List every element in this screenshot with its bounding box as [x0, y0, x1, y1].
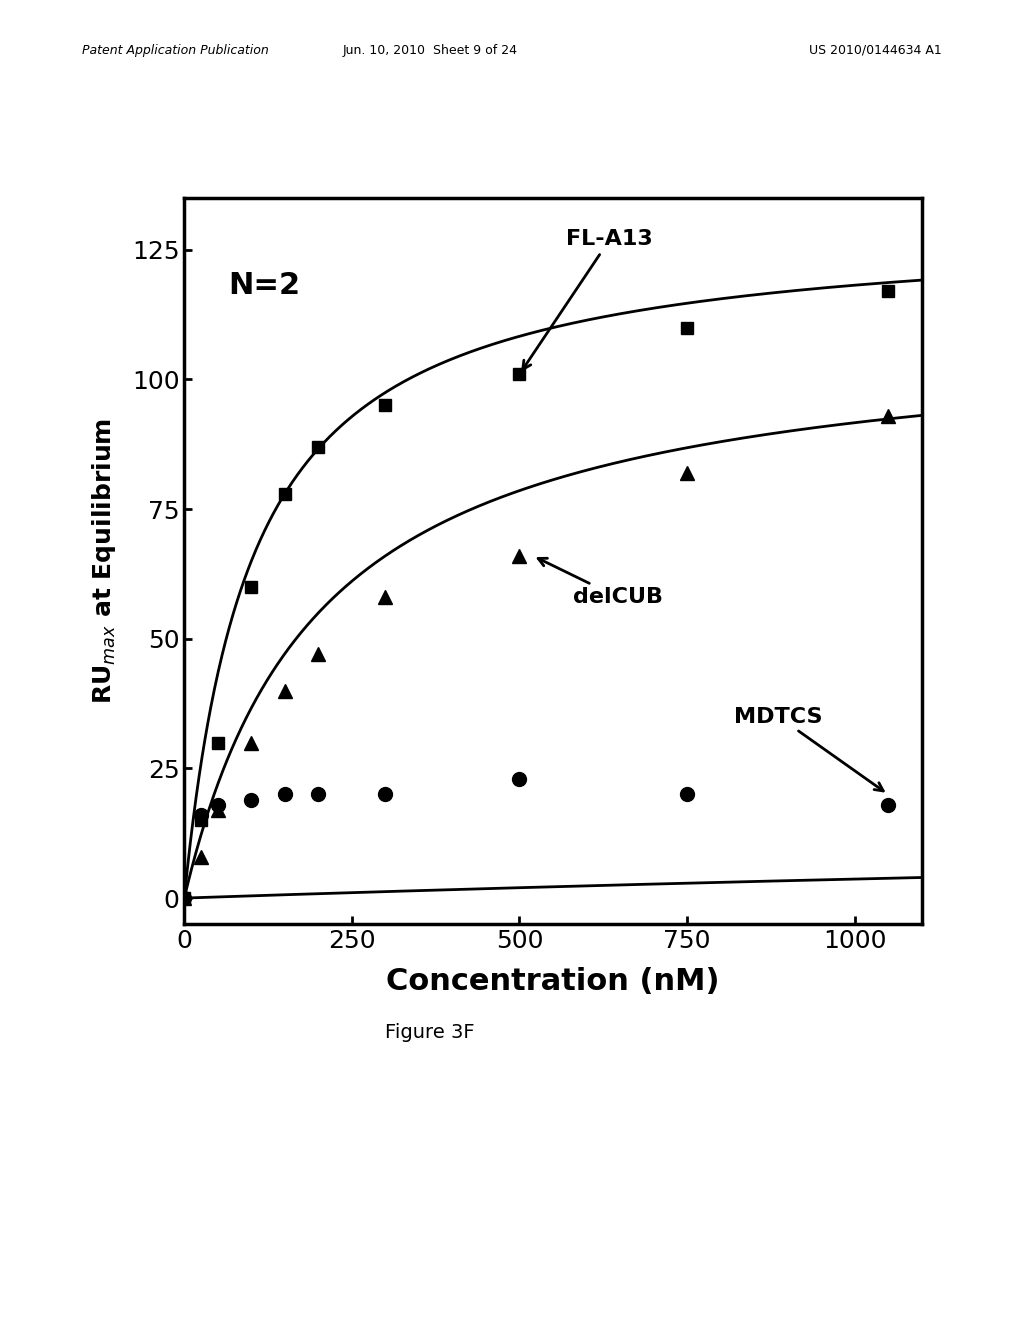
Text: Patent Application Publication: Patent Application Publication — [82, 44, 268, 57]
Text: MDTCS: MDTCS — [734, 706, 884, 791]
Text: delCUB: delCUB — [539, 558, 664, 607]
Text: Jun. 10, 2010  Sheet 9 of 24: Jun. 10, 2010 Sheet 9 of 24 — [343, 44, 517, 57]
Text: Figure 3F: Figure 3F — [385, 1023, 475, 1041]
Text: FL-A13: FL-A13 — [522, 230, 653, 370]
Text: US 2010/0144634 A1: US 2010/0144634 A1 — [809, 44, 942, 57]
X-axis label: Concentration (nM): Concentration (nM) — [386, 966, 720, 995]
Y-axis label: RU$_{max}$ at Equilibrium: RU$_{max}$ at Equilibrium — [90, 418, 118, 704]
Text: N=2: N=2 — [228, 271, 301, 300]
